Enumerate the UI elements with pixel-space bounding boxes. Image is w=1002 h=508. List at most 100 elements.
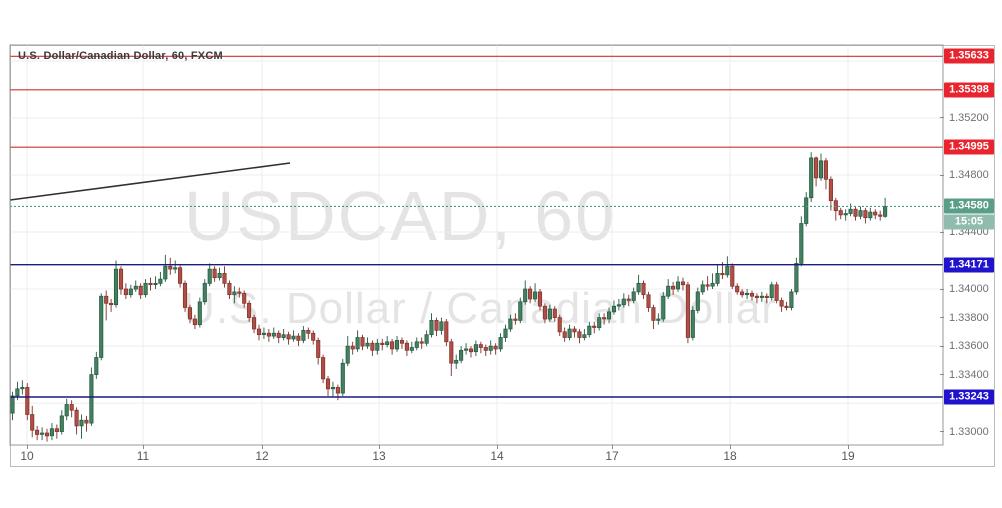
- candle: [390, 341, 395, 350]
- time-label-10: 10: [20, 449, 34, 463]
- symbol-legend[interactable]: U.S. Dollar/Canadian Dollar, 60, FXCM: [18, 50, 223, 62]
- time-axis[interactable]: 10 11 12 13 14 17 18 19: [10, 445, 995, 467]
- time-label-13: 13: [372, 449, 386, 463]
- candle: [621, 298, 626, 306]
- price-badge-1.34580: 1.34580: [944, 198, 994, 214]
- candle: [587, 325, 592, 336]
- candle: [848, 208, 853, 214]
- candle: [478, 344, 483, 348]
- price-tick-label: 1.33400: [949, 368, 989, 381]
- candle: [567, 328, 572, 338]
- candle: [123, 288, 128, 296]
- candle: [449, 341, 454, 364]
- candle: [227, 282, 232, 296]
- candle: [818, 160, 824, 179]
- candle: [626, 298, 631, 301]
- candle: [232, 291, 237, 296]
- price-badge-1.35633: 1.35633: [944, 48, 994, 64]
- candle: [340, 362, 345, 394]
- candle: [661, 295, 666, 320]
- candle: [498, 337, 503, 350]
- candle: [730, 265, 735, 287]
- candle: [666, 285, 671, 297]
- candle: [350, 345, 355, 350]
- price-badge-1.35398: 1.35398: [944, 82, 994, 98]
- time-label-11: 11: [136, 449, 150, 463]
- time-tick-mark: [497, 445, 498, 449]
- candle: [557, 317, 562, 333]
- candle: [444, 321, 449, 343]
- candle: [291, 335, 296, 340]
- candle: [138, 285, 143, 296]
- price-tick-mark: [940, 431, 944, 433]
- candle: [759, 295, 764, 298]
- candle: [883, 206, 888, 217]
- candle: [641, 282, 646, 296]
- candle: [602, 317, 607, 320]
- candle: [823, 160, 828, 180]
- price-tick-label: 1.34000: [949, 283, 989, 296]
- price-axis[interactable]: 1.35200 1.34800 1.34400 1.34000 1.33800 1.336…: [940, 45, 995, 445]
- candle: [306, 330, 311, 334]
- candle: [523, 288, 528, 303]
- candle: [197, 301, 202, 326]
- candle: [242, 292, 247, 304]
- candle: [675, 281, 681, 290]
- candle: [464, 348, 469, 351]
- candle: [20, 387, 25, 390]
- candle: [173, 267, 178, 270]
- candle: [296, 335, 301, 341]
- candle: [592, 325, 597, 328]
- time-label-12: 12: [255, 449, 269, 463]
- candle: [764, 295, 769, 298]
- candle: [414, 341, 419, 348]
- candle: [212, 268, 217, 279]
- candle: [434, 320, 439, 331]
- candle: [109, 302, 114, 306]
- candle: [552, 308, 557, 318]
- time-tick-mark: [612, 445, 613, 449]
- candle: [503, 328, 508, 338]
- price-tick-label: 1.33800: [949, 311, 989, 324]
- time-tick-mark: [730, 445, 731, 449]
- candle: [281, 334, 286, 338]
- candle: [15, 388, 20, 397]
- candle: [774, 284, 779, 301]
- candle: [311, 332, 316, 341]
- candle: [128, 288, 133, 296]
- candle: [715, 273, 720, 284]
- candle: [316, 340, 321, 358]
- candle: [25, 387, 30, 415]
- price-badge-1.34995: 1.34995: [944, 139, 994, 155]
- candle: [79, 419, 84, 427]
- candle: [838, 210, 843, 216]
- time-label-17: 17: [605, 449, 619, 463]
- price-tick-label: 1.33600: [949, 340, 989, 353]
- candle: [330, 387, 336, 390]
- candle: [769, 284, 774, 298]
- candle: [873, 211, 878, 216]
- candle: [483, 347, 488, 351]
- candle: [192, 318, 197, 326]
- candle: [49, 428, 54, 437]
- candle: [843, 213, 848, 216]
- candle: [252, 317, 257, 330]
- time-tick-mark: [262, 445, 263, 449]
- candle: [562, 331, 567, 338]
- candle: [789, 291, 794, 308]
- candle: [89, 374, 94, 424]
- candle: [597, 317, 602, 328]
- candle: [459, 349, 464, 361]
- candle: [380, 342, 385, 345]
- candle: [217, 273, 222, 279]
- countdown-badge: 15:05: [944, 214, 994, 230]
- candle: [247, 302, 252, 318]
- candle: [745, 292, 750, 296]
- candle: [794, 263, 799, 293]
- candle: [577, 331, 582, 338]
- candle: [261, 332, 266, 335]
- candle: [518, 301, 523, 321]
- candle: [740, 291, 745, 296]
- trendline[interactable]: [9, 162, 291, 201]
